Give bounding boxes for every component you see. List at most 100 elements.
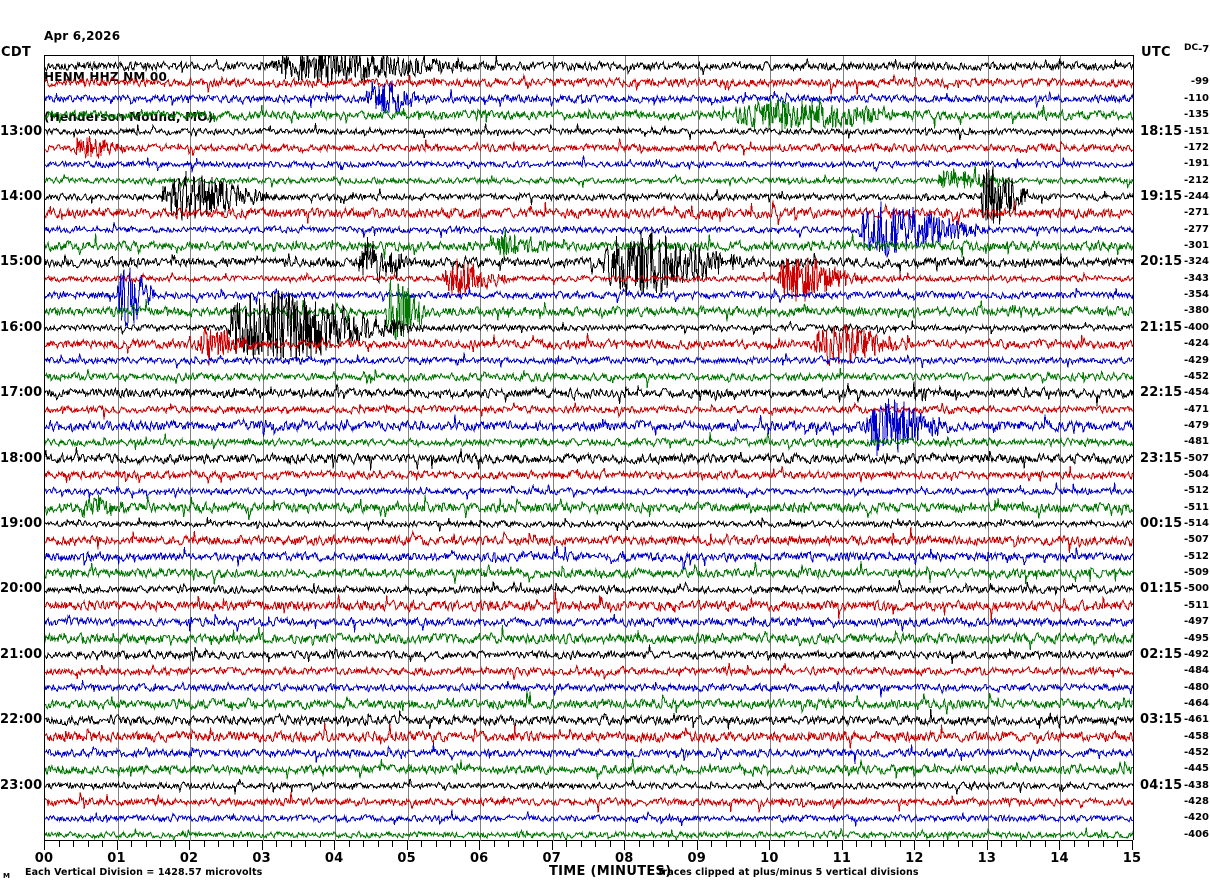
dc-value-21: -479 xyxy=(1183,419,1209,431)
x-tick-label-4: 04 xyxy=(324,851,344,866)
dc-value-12: -343 xyxy=(1183,272,1209,284)
seismic-trace xyxy=(45,447,1134,471)
seismic-trace xyxy=(45,516,1134,532)
seismic-trace xyxy=(45,758,1134,780)
dc-value-10: -301 xyxy=(1183,240,1209,252)
seismic-trace xyxy=(45,97,1134,132)
dc-value-16: -424 xyxy=(1183,338,1209,350)
dc-value-43: -438 xyxy=(1183,779,1209,791)
left-time-label-6: 19:00 xyxy=(0,516,43,532)
dc-value-20: -471 xyxy=(1183,403,1209,415)
right-time-label-1: 19:15 xyxy=(1140,188,1183,204)
x-tick-label-11: 11 xyxy=(832,851,852,866)
seismic-trace xyxy=(45,367,1134,389)
dc-value-7: -244 xyxy=(1183,190,1209,202)
dc-value-19: -454 xyxy=(1183,387,1209,399)
x-tick-label-7: 07 xyxy=(542,851,561,866)
seismic-trace xyxy=(45,432,1134,451)
x-tick-label-5: 05 xyxy=(397,851,416,866)
left-timezone-label: CDT xyxy=(1,45,32,60)
seismic-trace xyxy=(45,257,1134,302)
right-time-label-4: 22:15 xyxy=(1140,385,1183,401)
dc-value-26: -511 xyxy=(1183,501,1209,513)
seismic-trace xyxy=(45,495,1134,521)
seismic-trace xyxy=(45,200,1134,226)
seismic-trace xyxy=(45,381,1134,407)
left-time-label-10: 23:00 xyxy=(0,777,43,793)
clip-note: Traces clipped at plus/minus 5 vertical … xyxy=(657,867,919,878)
seismic-trace xyxy=(45,324,1134,366)
dc-value-6: -212 xyxy=(1183,174,1209,186)
dc-value-13: -354 xyxy=(1183,289,1209,301)
seismic-trace xyxy=(45,690,1133,715)
seismic-trace xyxy=(45,228,1134,262)
x-tick-label-2: 02 xyxy=(179,851,199,866)
dc-value-45: -420 xyxy=(1183,812,1209,824)
dc-value-18: -452 xyxy=(1183,370,1209,382)
dc-value-23: -507 xyxy=(1183,452,1209,464)
seismic-trace xyxy=(45,482,1134,500)
dc-value-31: -500 xyxy=(1183,583,1209,595)
seismic-trace xyxy=(45,743,1134,764)
dc-value-32: -511 xyxy=(1183,599,1209,611)
left-time-label-0: 13:00 xyxy=(0,123,43,139)
seismic-trace xyxy=(45,778,1134,795)
x-tick-label-6: 06 xyxy=(469,851,489,866)
seismic-trace xyxy=(45,279,1134,341)
seismic-trace xyxy=(45,722,1134,749)
plot-bottom-border xyxy=(44,840,1133,841)
seismic-trace xyxy=(45,791,1134,813)
left-time-label-4: 17:00 xyxy=(0,385,43,401)
seismogram-canvas xyxy=(45,55,1134,841)
seismic-trace xyxy=(45,680,1134,698)
x-tick-label-14: 14 xyxy=(1050,851,1069,866)
seismic-trace xyxy=(45,827,1134,841)
right-time-label-6: 00:15 xyxy=(1140,516,1183,532)
left-time-label-5: 18:00 xyxy=(0,450,43,466)
dc-value-40: -458 xyxy=(1183,730,1209,742)
seismic-trace xyxy=(45,809,1134,827)
left-time-label-7: 20:00 xyxy=(0,581,43,597)
left-time-label-9: 22:00 xyxy=(0,712,43,728)
left-time-label-1: 14:00 xyxy=(0,188,43,204)
dc-value-46: -406 xyxy=(1183,828,1209,840)
dc-value-39: -461 xyxy=(1183,714,1209,726)
dc-value-41: -452 xyxy=(1183,747,1209,758)
left-time-label-3: 16:00 xyxy=(0,319,43,335)
seismic-trace xyxy=(45,352,1134,369)
dc-value-33: -497 xyxy=(1183,616,1209,628)
helicorder-plot xyxy=(44,55,1134,841)
scale-note: Each Vertical Division = 1428.57 microvo… xyxy=(25,867,263,878)
dc-value-8: -271 xyxy=(1183,207,1209,219)
dc-value-35: -492 xyxy=(1183,648,1209,660)
seismic-trace xyxy=(45,465,1134,484)
right-time-label-0: 18:15 xyxy=(1140,123,1183,139)
seismic-trace xyxy=(45,591,1134,621)
dc-value-24: -504 xyxy=(1183,468,1209,480)
dc-value-9: -277 xyxy=(1183,223,1209,235)
footer-tiny-mark: M xyxy=(3,872,10,880)
seismic-trace xyxy=(45,644,1133,665)
dc-value-11: -324 xyxy=(1183,256,1209,268)
x-axis-tick-marks xyxy=(44,841,1133,850)
x-tick-label-13: 13 xyxy=(977,851,997,866)
seismic-trace xyxy=(45,613,1134,633)
seismic-trace xyxy=(45,398,1134,457)
seismic-trace xyxy=(45,135,1134,159)
dc-value-5: -191 xyxy=(1183,158,1209,170)
right-time-label-9: 03:15 xyxy=(1140,712,1183,728)
seismic-trace xyxy=(45,402,1134,420)
right-time-label-10: 04:15 xyxy=(1140,777,1183,793)
dc-value-25: -512 xyxy=(1183,485,1209,497)
x-tick-label-1: 01 xyxy=(107,851,126,866)
seismic-trace xyxy=(45,708,1134,730)
x-tick-label-15: 15 xyxy=(1122,851,1142,866)
dc-header-sub: -75 xyxy=(1198,44,1210,55)
right-time-label-2: 20:15 xyxy=(1140,254,1183,270)
x-tick-label-10: 10 xyxy=(760,851,779,866)
x-tick-label-9: 09 xyxy=(687,851,707,866)
x-axis-title: TIME (MINUTES) xyxy=(549,864,672,879)
dc-value-27: -514 xyxy=(1183,518,1209,530)
seismic-trace xyxy=(45,73,1134,95)
dc-value-29: -512 xyxy=(1183,550,1209,562)
